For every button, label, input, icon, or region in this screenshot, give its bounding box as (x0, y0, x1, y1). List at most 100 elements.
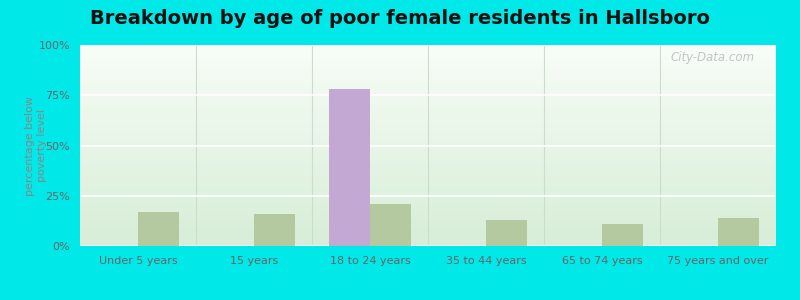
Bar (80, 96, 776, 97)
Bar (80, 76, 776, 77)
Bar (80, 169, 776, 171)
Bar (80, 118, 776, 119)
Bar (80, 46, 776, 47)
Bar (80, 47, 776, 48)
Bar (80, 105, 776, 106)
Bar (80, 149, 776, 151)
Bar (80, 241, 776, 242)
Bar (80, 160, 776, 162)
Bar (80, 92, 776, 93)
Bar (80, 180, 776, 181)
Bar (80, 158, 776, 159)
Bar (80, 61, 776, 62)
Bar (80, 174, 776, 175)
Bar (80, 111, 776, 112)
Bar (80, 107, 776, 108)
Bar (80, 230, 776, 231)
Bar (80, 196, 776, 197)
Bar (80, 231, 776, 232)
Bar (80, 176, 776, 177)
Bar (80, 172, 776, 174)
Bar (80, 183, 776, 184)
Bar (80, 103, 776, 104)
Bar (80, 166, 776, 167)
Bar (80, 62, 776, 63)
Bar (80, 187, 776, 188)
Text: Breakdown by age of poor female residents in Hallsboro: Breakdown by age of poor female resident… (90, 9, 710, 28)
Bar (80, 52, 776, 53)
Bar (80, 129, 776, 130)
Bar (80, 148, 776, 149)
Bar (80, 235, 776, 236)
Bar (138, 212, 178, 246)
Bar (80, 168, 776, 169)
Bar (80, 224, 776, 225)
Bar (80, 217, 776, 218)
Bar (80, 53, 776, 54)
Bar (80, 79, 776, 80)
Bar (80, 203, 776, 204)
Bar (80, 165, 776, 166)
Bar (80, 226, 776, 227)
Bar (80, 234, 776, 235)
Bar (80, 190, 776, 191)
Bar (80, 67, 776, 68)
Bar (80, 213, 776, 214)
Bar (80, 197, 776, 198)
Bar (80, 104, 776, 105)
Y-axis label: percentage below
poverty level: percentage below poverty level (25, 95, 46, 196)
Bar (80, 214, 776, 215)
Bar (80, 45, 776, 46)
Bar (80, 157, 776, 158)
Bar (80, 239, 776, 240)
Bar (80, 69, 776, 70)
Bar (80, 233, 776, 234)
Bar (80, 142, 776, 143)
Bar (80, 124, 776, 125)
Bar (80, 210, 776, 211)
Bar (80, 98, 776, 99)
Bar (80, 80, 776, 81)
Bar (80, 185, 776, 186)
Bar (80, 204, 776, 205)
Bar (80, 75, 776, 76)
Bar (80, 132, 776, 134)
Bar (80, 155, 776, 157)
Bar (80, 108, 776, 109)
Bar (80, 64, 776, 65)
Bar (80, 99, 776, 100)
Bar (80, 219, 776, 220)
Bar (80, 200, 776, 201)
Bar (80, 82, 776, 83)
Bar (80, 83, 776, 84)
Bar (80, 198, 776, 199)
Bar (80, 178, 776, 179)
Bar (80, 50, 776, 51)
Bar (80, 245, 776, 246)
Bar (80, 182, 776, 183)
Bar (80, 221, 776, 222)
Bar (80, 227, 776, 228)
Bar (80, 74, 776, 75)
Bar (80, 106, 776, 107)
Bar (80, 73, 776, 74)
Bar (80, 181, 776, 182)
Bar (80, 113, 776, 114)
Bar (80, 189, 776, 190)
Bar (80, 218, 776, 219)
Bar (80, 154, 776, 155)
Bar (80, 126, 776, 128)
Bar (80, 206, 776, 207)
Bar (80, 216, 776, 217)
Bar (80, 122, 776, 123)
Bar (80, 81, 776, 82)
Bar (80, 95, 776, 96)
Bar (80, 238, 776, 239)
Bar (80, 93, 776, 94)
Bar (80, 145, 776, 146)
Bar (80, 51, 776, 52)
Bar (80, 236, 776, 237)
Bar (80, 205, 776, 206)
Bar (80, 159, 776, 160)
Bar (80, 71, 776, 72)
